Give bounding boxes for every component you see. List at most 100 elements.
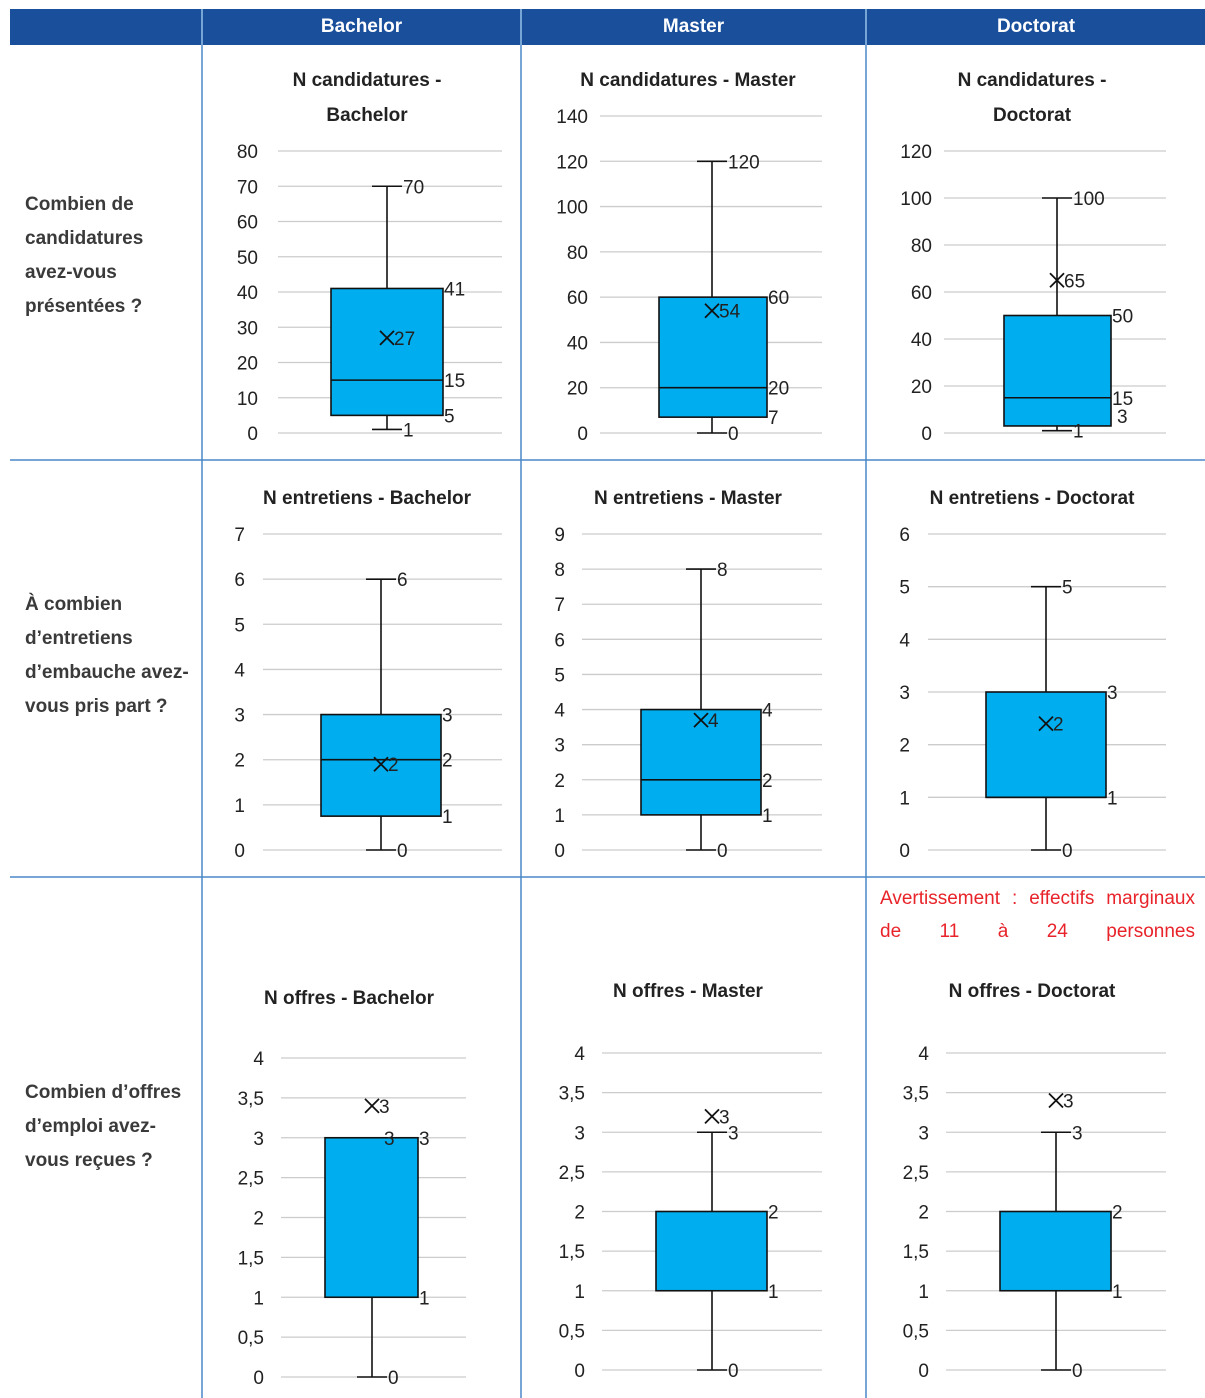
data-label: 0 — [388, 1368, 399, 1389]
y-tick-label: 7 — [234, 525, 245, 546]
chart-title: Doctorat — [993, 105, 1072, 126]
data-label: 100 — [1073, 189, 1105, 210]
data-label: 1 — [762, 806, 773, 827]
y-tick-label: 20 — [911, 377, 932, 398]
y-tick-label: 2 — [234, 751, 245, 772]
chart-title: N candidatures - Master — [580, 70, 796, 91]
mean-marker — [373, 756, 389, 772]
mean-marker — [1049, 272, 1065, 288]
y-tick-label: 0 — [247, 424, 258, 445]
data-label: 0 — [1072, 1361, 1083, 1382]
data-label: 27 — [394, 329, 415, 350]
data-label: 1 — [419, 1288, 430, 1309]
data-label: 2 — [1053, 715, 1064, 736]
y-tick-label: 3,5 — [903, 1084, 929, 1105]
y-tick-label: 80 — [567, 243, 588, 264]
mean-marker — [693, 712, 709, 728]
data-label: 2 — [442, 751, 453, 772]
y-tick-label: 3 — [234, 706, 245, 727]
data-label: 3 — [442, 706, 453, 727]
data-label: 0 — [728, 424, 739, 445]
y-tick-label: 20 — [237, 354, 258, 375]
iqr-box — [324, 1136, 419, 1299]
data-label: 3 — [379, 1097, 390, 1118]
y-tick-label: 8 — [554, 560, 565, 581]
chart-title: N candidatures - — [293, 70, 442, 91]
data-label: 3 — [384, 1129, 395, 1150]
row-label-candidatures: Combien de candidatures avez-vous présen… — [25, 194, 144, 317]
y-tick-label: 60 — [567, 288, 588, 309]
data-label: 1 — [1112, 1282, 1123, 1303]
y-tick-label: 50 — [237, 248, 258, 269]
y-tick-label: 4 — [554, 701, 565, 722]
y-tick-label: 3 — [899, 683, 910, 704]
mean-marker — [704, 303, 720, 319]
y-tick-label: 3 — [574, 1123, 585, 1144]
y-tick-label: 4 — [899, 630, 910, 651]
y-tick-label: 3,5 — [238, 1089, 264, 1110]
y-tick-label: 5 — [234, 615, 245, 636]
y-tick-label: 0 — [574, 1361, 585, 1382]
data-label: 65 — [1064, 271, 1085, 292]
data-label: 0 — [1062, 841, 1073, 862]
data-label: 1 — [1107, 788, 1118, 809]
data-label: 60 — [768, 288, 789, 309]
y-tick-label: 0 — [554, 841, 565, 862]
y-tick-label: 9 — [554, 525, 565, 546]
chart-title: N candidatures - — [958, 70, 1107, 91]
data-label: 3 — [419, 1129, 430, 1150]
chart-title: N entretiens - Master — [594, 488, 783, 509]
data-label: 3 — [728, 1123, 739, 1144]
chart-title: N offres - Bachelor — [264, 988, 435, 1009]
y-tick-label: 20 — [567, 379, 588, 400]
y-tick-label: 5 — [899, 578, 910, 599]
iqr-box — [999, 1210, 1112, 1292]
data-label: 2 — [768, 1203, 779, 1224]
data-label: 6 — [397, 570, 408, 591]
y-tick-label: 70 — [237, 177, 258, 198]
data-label: 2 — [1112, 1203, 1123, 1224]
y-tick-label: 0 — [921, 424, 932, 445]
mean-marker — [1038, 715, 1054, 732]
y-tick-label: 1 — [918, 1282, 929, 1303]
data-label: 0 — [397, 841, 408, 862]
mean-marker — [364, 1098, 380, 1114]
y-tick-label: 1 — [899, 788, 910, 809]
data-label: 0 — [728, 1361, 739, 1382]
data-label: 7 — [768, 408, 779, 429]
y-tick-label: 1,5 — [238, 1248, 264, 1269]
y-tick-label: 2,5 — [559, 1163, 585, 1184]
y-tick-label: 4 — [574, 1044, 585, 1065]
y-tick-label: 100 — [556, 198, 588, 219]
mean-marker — [1048, 1092, 1064, 1109]
y-tick-label: 40 — [567, 333, 588, 354]
y-tick-label: 0,5 — [238, 1328, 264, 1349]
y-tick-label: 60 — [911, 283, 932, 304]
y-tick-label: 120 — [900, 142, 932, 163]
data-label: 120 — [728, 152, 760, 173]
chart-title: N offres - Master — [613, 981, 764, 1002]
data-label: 3 — [1063, 1092, 1074, 1113]
column-header-doctorat: Doctorat — [867, 9, 1205, 45]
y-tick-label: 4 — [253, 1049, 264, 1070]
data-label: 3 — [1107, 683, 1118, 704]
y-tick-label: 3 — [253, 1129, 264, 1150]
y-tick-label: 5 — [554, 665, 565, 686]
y-tick-label: 120 — [556, 152, 588, 173]
y-tick-label: 4 — [234, 660, 245, 681]
header-band-empty — [10, 9, 201, 45]
chart-title: N offres - Doctorat — [949, 981, 1116, 1002]
y-tick-label: 1 — [234, 796, 245, 817]
data-label: 4 — [708, 711, 719, 732]
data-label: 20 — [768, 379, 789, 400]
y-tick-label: 0,5 — [903, 1321, 929, 1342]
y-tick-label: 3 — [554, 736, 565, 757]
data-label: 2 — [388, 755, 399, 776]
